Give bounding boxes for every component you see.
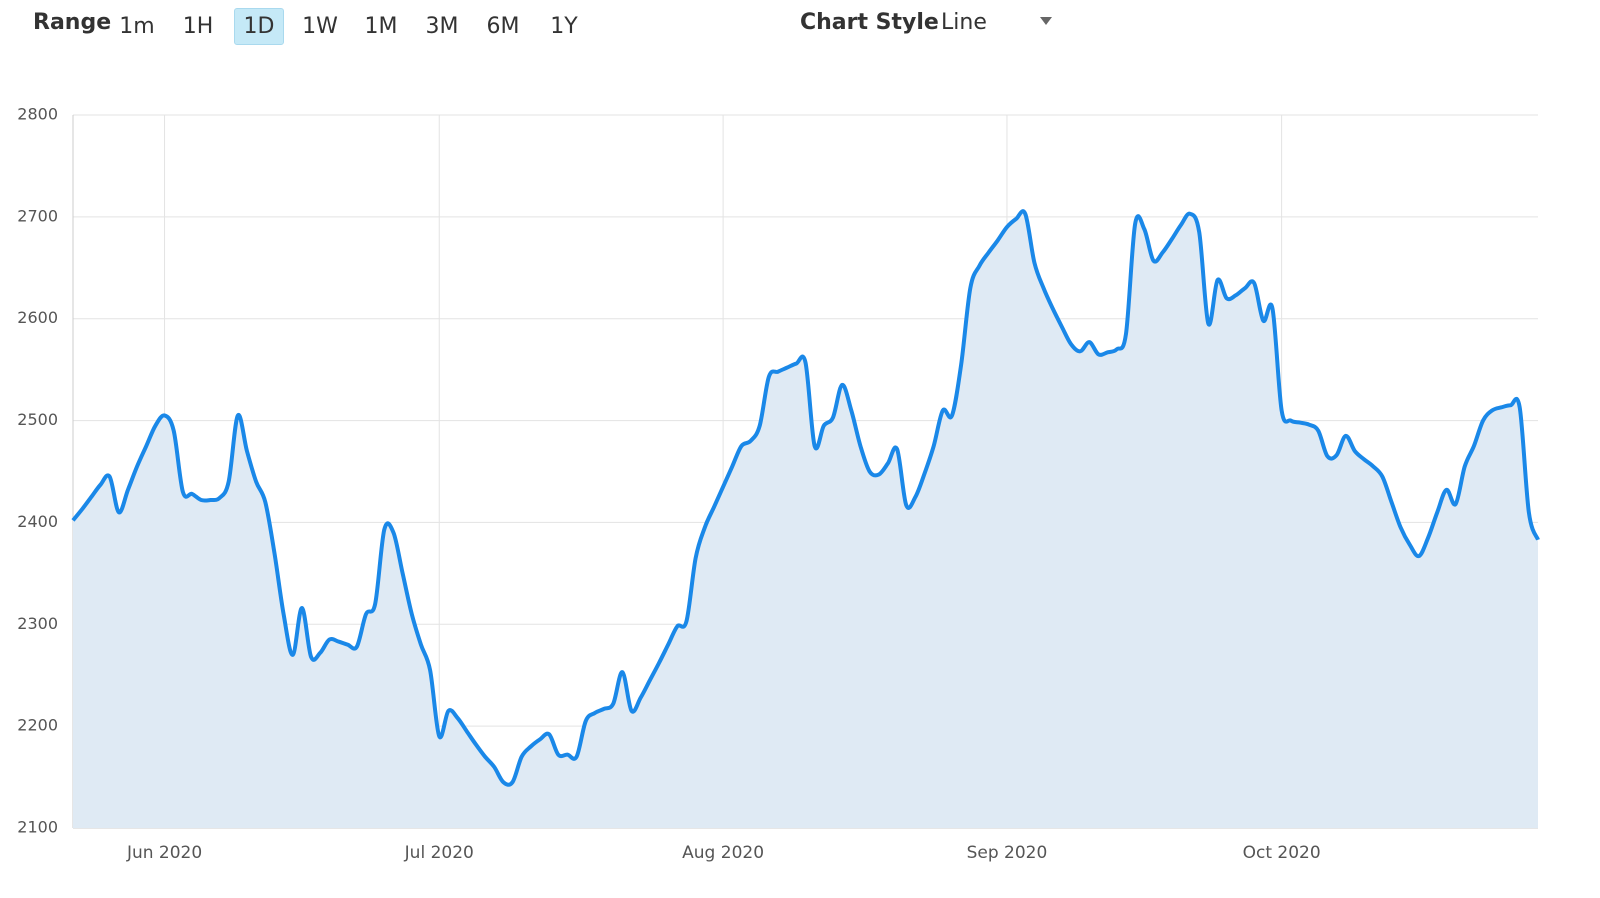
range-button[interactable]: 1m	[119, 14, 155, 39]
line	[71, 209, 1540, 787]
range-button[interactable]: 1M	[364, 14, 398, 39]
y-tick-label: 2500	[17, 410, 58, 429]
x-tick-label: Jul 2020	[404, 843, 474, 863]
range-label: Range	[33, 10, 112, 35]
range-button[interactable]: 1H	[182, 14, 214, 39]
y-tick-label: 2400	[17, 512, 58, 531]
y-tick-label: 2800	[17, 105, 58, 124]
range-button[interactable]: 1Y	[550, 14, 578, 39]
x-tick-label: Aug 2020	[682, 843, 764, 863]
range-button[interactable]: 1W	[302, 14, 338, 39]
style-select[interactable]: Line	[941, 10, 987, 35]
y-tick-label: 2600	[17, 308, 58, 327]
range-button[interactable]: 6M	[486, 14, 520, 39]
x-tick-label: Jun 2020	[126, 843, 202, 863]
dropdown-arrow[interactable]	[1040, 17, 1052, 27]
toolbar: Range 1m 1H 1D 1W 1M 3M 6M 1Y Chart Style Line	[0, 0, 1600, 56]
x-tick-label: Sep 2020	[967, 843, 1048, 863]
range-button[interactable]: 1D	[234, 8, 284, 45]
y-tick-label: 2300	[17, 614, 58, 633]
style-label: Chart Style	[800, 10, 939, 35]
range-button[interactable]: 3M	[425, 14, 459, 39]
y-tick-label: 2200	[17, 716, 58, 735]
range-buttons: 1m 1H 1D 1W 1M 3M 6M 1Y	[112, 8, 600, 45]
area	[73, 211, 1538, 828]
x-tick-label: Oct 2020	[1243, 843, 1321, 863]
y-tick-label: 2700	[17, 206, 58, 225]
y-tick-label: 2100	[17, 818, 58, 837]
